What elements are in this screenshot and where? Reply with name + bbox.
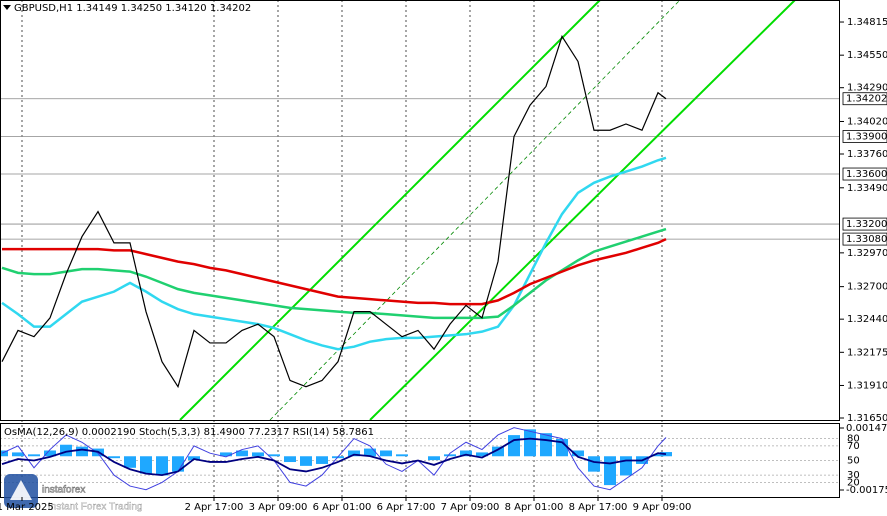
level-label: 1.33900	[846, 131, 887, 142]
osma-tick-label: -0.001755	[846, 485, 887, 496]
x-tick-label: 9 Apr 09:00	[633, 502, 692, 513]
osc-tick-label: 70	[847, 441, 860, 452]
osma-bar	[12, 452, 24, 457]
osma-bar	[460, 450, 472, 457]
level-label: 1.33080	[846, 234, 887, 245]
level-label: 1.33200	[846, 219, 887, 230]
osma-bar	[396, 454, 408, 457]
level-box	[842, 217, 887, 231]
moving-average	[2, 237, 667, 306]
osma-bar	[156, 456, 168, 476]
y-tick-label: 1.33490	[847, 183, 887, 194]
osma-bar	[524, 429, 536, 457]
osma-bar	[652, 454, 664, 457]
osma-bar	[76, 446, 88, 457]
osma-bar	[268, 454, 280, 457]
osma-bar	[172, 456, 184, 472]
plot-frame	[0, 0, 840, 421]
osc-tick-label: 30	[847, 470, 860, 481]
osma-bar	[300, 456, 312, 466]
y-tick-label: 1.34290	[847, 83, 887, 94]
osma-bar	[140, 456, 152, 474]
osma-bar	[428, 456, 440, 461]
x-tick-label: 8 Apr 17:00	[569, 502, 628, 513]
osma-bar	[540, 433, 552, 457]
y-tick-label: 1.34020	[847, 116, 887, 127]
y-tick-label: 1.31910	[847, 380, 887, 391]
brand: instaforex	[42, 485, 85, 496]
indicator-label: OsMA(12,26,9) 0.0002190 Stoch(5,3,3) 81.…	[4, 427, 374, 438]
osma-bar	[620, 456, 632, 476]
channel-line	[369, 0, 796, 421]
level-box	[842, 130, 887, 143]
osc-tick-label: 50	[847, 456, 860, 467]
x-tick-label: 31 Mar 2025	[0, 502, 54, 513]
osma-bar	[124, 456, 136, 468]
channel-line	[179, 0, 601, 421]
osma-bar	[604, 456, 616, 486]
moving-average	[1, 156, 667, 351]
y-tick-label: 1.32970	[847, 248, 887, 259]
osma-bar	[28, 454, 40, 457]
y-tick-label: 1.32700	[847, 282, 887, 293]
price-line	[1, 35, 667, 389]
osma-bar	[108, 456, 120, 459]
y-tick-label: 1.32175	[847, 347, 887, 358]
oscillator-line	[1, 427, 667, 491]
x-tick-label: 8 Apr 01:00	[505, 502, 564, 513]
osma-bar	[348, 450, 360, 457]
level-box	[842, 232, 887, 246]
x-tick-label: 6 Apr 17:00	[377, 502, 436, 513]
x-tick-label: 3 Apr 09:00	[249, 502, 308, 513]
logo-mark	[10, 480, 32, 500]
osma-bar	[364, 448, 376, 457]
y-tick-label: 1.31650	[847, 413, 887, 424]
osma-tick-label: 0.001470	[846, 423, 887, 434]
osma-bar	[444, 454, 456, 457]
osma-bar	[60, 444, 72, 457]
osc-tick-label: 80	[847, 434, 860, 445]
oscillator-line	[1, 437, 667, 477]
menu-arrow	[3, 5, 11, 10]
plot	[0, 0, 796, 491]
osma-bar	[508, 435, 520, 457]
osma-bar	[588, 456, 600, 472]
osma-bar	[44, 450, 56, 457]
watermark: instaforex Instant Forex Trading	[4, 474, 143, 513]
level-label: 1.34202	[846, 94, 887, 105]
osma-bar	[0, 450, 8, 457]
x-tick-label: 6 Apr 01:00	[313, 502, 372, 513]
osma-bar	[572, 450, 584, 457]
x-tick-label: 7 Apr 09:00	[441, 502, 500, 513]
indicator-frame	[0, 423, 840, 498]
level-label: 1.33600	[846, 169, 887, 180]
osma-bar	[284, 456, 296, 463]
osma-bar	[236, 450, 248, 457]
x-tick-label: 2 Apr 17:00	[185, 502, 244, 513]
osma-bar	[476, 452, 488, 457]
osma-bar	[220, 452, 232, 457]
osma-bar	[380, 450, 392, 457]
osma-bar	[660, 452, 672, 457]
osma-bar	[252, 452, 264, 457]
y-tick-label: 1.34550	[847, 50, 887, 61]
level-box	[842, 167, 887, 181]
tagline: Instant Forex Trading	[48, 502, 143, 513]
osc-tick-label: 20	[847, 477, 860, 488]
y-tick-label: 1.33760	[847, 149, 887, 160]
osma-bar	[316, 456, 328, 464]
y-tick-label: 1.34815	[847, 17, 887, 28]
chart-title: GBPUSD,H1 1.34149 1.34250 1.34120 1.3420…	[14, 3, 251, 14]
osma-bar	[492, 446, 504, 457]
level-box	[842, 92, 887, 106]
y-tick-label: 1.32440	[847, 314, 887, 325]
